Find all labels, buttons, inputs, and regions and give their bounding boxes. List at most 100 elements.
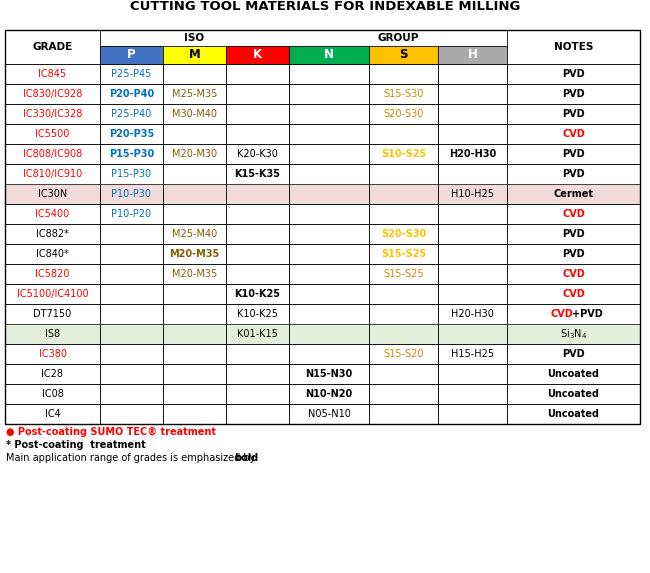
Text: H20-H30: H20-H30	[451, 309, 494, 319]
Text: P25-P40: P25-P40	[111, 109, 151, 119]
Text: P20-P35: P20-P35	[109, 129, 154, 139]
Bar	[369, 104, 438, 124]
Bar	[226, 324, 289, 344]
Bar	[369, 124, 438, 144]
Text: IC845: IC845	[38, 69, 66, 79]
Bar	[507, 144, 640, 164]
Text: Si$_3$N$_4$: Si$_3$N$_4$	[560, 327, 587, 341]
Text: K10-K25: K10-K25	[235, 289, 281, 299]
Bar	[163, 244, 226, 264]
Bar	[369, 224, 438, 244]
Bar	[507, 30, 640, 64]
Text: S20-S30: S20-S30	[381, 229, 426, 239]
Bar	[438, 124, 507, 144]
Bar	[289, 64, 369, 84]
Text: P25-P45: P25-P45	[111, 69, 151, 79]
Text: IC5820: IC5820	[35, 269, 70, 279]
Bar	[289, 124, 369, 144]
Bar	[163, 184, 226, 204]
Text: S15-S25: S15-S25	[384, 269, 424, 279]
Bar	[5, 184, 100, 204]
Bar	[289, 404, 369, 424]
Text: IC882*: IC882*	[36, 229, 69, 239]
Bar	[226, 384, 289, 404]
Bar	[289, 184, 369, 204]
Bar	[507, 64, 640, 84]
Bar	[226, 184, 289, 204]
Text: M25-M40: M25-M40	[172, 229, 217, 239]
Bar	[226, 364, 289, 384]
Text: Uncoated: Uncoated	[547, 369, 599, 379]
Text: Uncoated: Uncoated	[547, 409, 599, 419]
Bar	[5, 344, 100, 364]
Bar	[5, 284, 100, 304]
Bar	[438, 384, 507, 404]
Text: S20-S30: S20-S30	[384, 109, 424, 119]
Bar	[438, 244, 507, 264]
Bar	[100, 324, 163, 344]
Text: P15-P30: P15-P30	[111, 169, 151, 179]
Text: PVD: PVD	[562, 149, 585, 159]
Text: IC4: IC4	[45, 409, 60, 419]
Text: H20-H30: H20-H30	[449, 149, 496, 159]
Bar	[163, 64, 226, 84]
Bar	[163, 84, 226, 104]
Text: S15-S25: S15-S25	[381, 249, 426, 259]
Text: GROUP: GROUP	[377, 33, 419, 43]
Text: CVD: CVD	[562, 129, 585, 139]
Bar	[100, 264, 163, 284]
Bar	[5, 144, 100, 164]
Text: * Post-coating  treatment: * Post-coating treatment	[6, 440, 146, 450]
Bar	[226, 404, 289, 424]
Bar	[163, 204, 226, 224]
Bar	[438, 264, 507, 284]
Text: PVD: PVD	[562, 109, 585, 119]
Bar	[438, 204, 507, 224]
Bar	[438, 46, 507, 64]
Bar	[226, 264, 289, 284]
Bar	[507, 264, 640, 284]
Bar	[507, 244, 640, 264]
Bar	[5, 364, 100, 384]
Text: IC08: IC08	[42, 389, 64, 399]
Text: M20-M35: M20-M35	[170, 249, 220, 259]
Bar	[163, 384, 226, 404]
Text: IC380: IC380	[38, 349, 66, 359]
Bar	[100, 364, 163, 384]
Bar	[289, 244, 369, 264]
Bar	[226, 244, 289, 264]
Bar	[163, 364, 226, 384]
Bar	[438, 184, 507, 204]
Bar	[5, 244, 100, 264]
Bar	[289, 264, 369, 284]
Bar	[100, 84, 163, 104]
Bar	[100, 204, 163, 224]
Text: K15-K35: K15-K35	[235, 169, 281, 179]
Bar	[163, 264, 226, 284]
Bar	[163, 46, 226, 64]
Bar	[5, 124, 100, 144]
Bar	[5, 204, 100, 224]
Bar	[163, 304, 226, 324]
Bar	[226, 344, 289, 364]
Bar	[289, 204, 369, 224]
Text: CUTTING TOOL MATERIALS FOR INDEXABLE MILLING: CUTTING TOOL MATERIALS FOR INDEXABLE MIL…	[130, 0, 520, 13]
Text: P10-P20: P10-P20	[111, 209, 151, 219]
Text: IS8: IS8	[45, 329, 60, 339]
Bar	[163, 224, 226, 244]
Bar	[369, 184, 438, 204]
Bar	[226, 124, 289, 144]
Bar	[369, 384, 438, 404]
Text: S15-S30: S15-S30	[384, 89, 424, 99]
Text: M: M	[188, 49, 200, 61]
Text: CVD: CVD	[550, 309, 573, 319]
Bar	[438, 364, 507, 384]
Text: M20-M30: M20-M30	[172, 149, 217, 159]
Bar	[507, 184, 640, 204]
Bar	[163, 124, 226, 144]
Bar	[100, 164, 163, 184]
Bar	[438, 164, 507, 184]
Text: M20-M35: M20-M35	[172, 269, 217, 279]
Bar	[5, 404, 100, 424]
Bar	[100, 284, 163, 304]
